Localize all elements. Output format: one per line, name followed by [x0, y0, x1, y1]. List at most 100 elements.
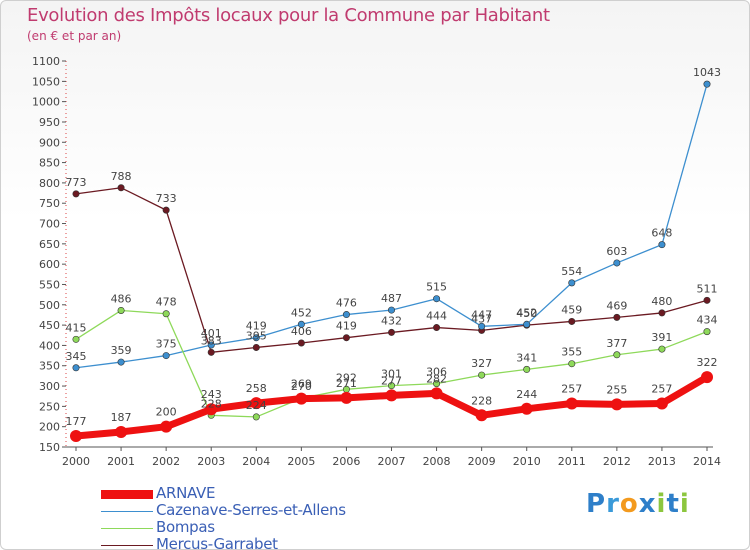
data-point	[565, 397, 578, 410]
data-point	[72, 335, 80, 343]
data-point	[568, 317, 576, 325]
chart-legend: ARNAVE Cazenave-Serres-et-Allens Bompas …	[101, 484, 401, 550]
data-point	[295, 392, 308, 405]
logo-letter: o	[619, 489, 639, 519]
data-label: 359	[111, 344, 132, 357]
data-point	[117, 184, 125, 192]
x-tick-label: 2012	[603, 455, 631, 468]
data-label: 476	[336, 297, 357, 310]
y-tick-label: 400	[39, 339, 60, 352]
data-label: 480	[651, 295, 672, 308]
data-label: 603	[606, 245, 627, 258]
data-label: 434	[697, 314, 718, 327]
data-label: 255	[606, 383, 627, 396]
y-tick-label: 250	[39, 400, 60, 413]
data-point	[117, 358, 125, 366]
x-tick-label: 2008	[423, 455, 451, 468]
data-label: 419	[246, 320, 267, 333]
x-tick-label: 2004	[242, 455, 270, 468]
data-label: 271	[336, 377, 357, 390]
data-label: 478	[156, 296, 177, 309]
data-label: 257	[561, 383, 582, 396]
y-tick-label: 300	[39, 380, 60, 393]
data-label: 327	[471, 357, 492, 370]
data-point	[520, 402, 533, 415]
legend-swatch-arnave	[101, 490, 153, 499]
x-tick-label: 2002	[152, 455, 180, 468]
data-label: 177	[66, 415, 87, 428]
data-label: 459	[561, 303, 582, 316]
data-point	[478, 322, 486, 330]
data-point	[340, 391, 353, 404]
data-label: 788	[111, 170, 132, 183]
y-tick-label: 700	[39, 218, 60, 231]
data-point	[701, 371, 713, 384]
data-point	[568, 360, 576, 368]
data-point	[613, 313, 621, 321]
data-label: 270	[291, 380, 312, 393]
data-label: 450	[516, 307, 537, 320]
data-point	[523, 365, 531, 373]
data-point	[433, 324, 441, 332]
legend-label-cazenave: Cazenave-Serres-et-Allens	[156, 501, 346, 519]
data-point	[387, 382, 395, 390]
data-point	[478, 371, 486, 379]
data-label: 277	[381, 374, 402, 387]
y-tick-label: 600	[39, 258, 60, 271]
data-point	[160, 420, 173, 433]
x-tick-label: 2011	[558, 455, 586, 468]
data-label: 383	[201, 334, 222, 347]
data-point	[433, 380, 441, 388]
data-point	[703, 296, 711, 304]
data-point	[72, 190, 80, 198]
data-label: 224	[246, 399, 267, 412]
y-tick-label: 200	[39, 421, 60, 434]
series-line-mercus-garrabet	[75, 187, 708, 353]
y-tick-label: 1050	[32, 75, 60, 88]
data-point	[387, 328, 395, 336]
data-label: 187	[111, 411, 132, 424]
data-label: 452	[291, 306, 312, 319]
data-label: 355	[561, 346, 582, 359]
data-point	[162, 206, 170, 214]
legend-swatch-mercus	[101, 545, 153, 546]
data-label: 437	[471, 312, 492, 325]
y-tick-label: 150	[39, 441, 60, 454]
y-tick-label: 650	[39, 238, 60, 251]
y-tick-label: 1000	[32, 96, 60, 109]
data-label: 444	[426, 310, 447, 323]
legend-item-bompas: Bompas	[101, 518, 401, 537]
legend-label-mercus: Mercus-Garrabet	[156, 535, 278, 550]
data-point	[658, 345, 666, 353]
data-point	[207, 348, 215, 356]
logo-letter: r	[606, 489, 620, 519]
data-point	[658, 309, 666, 317]
data-label: 391	[651, 331, 672, 344]
data-point	[610, 398, 623, 411]
legend-item-mercus: Mercus-Garrabet	[101, 535, 401, 550]
x-tick-label: 2006	[332, 455, 360, 468]
data-label: 244	[516, 388, 537, 401]
data-label: 345	[66, 350, 87, 363]
data-label: 773	[66, 176, 87, 189]
data-point	[523, 320, 531, 328]
x-tick-label: 2001	[107, 455, 135, 468]
data-label: 401	[201, 327, 222, 340]
data-label: 306	[426, 366, 447, 379]
y-tick-label: 900	[39, 136, 60, 149]
data-label: 292	[336, 371, 357, 384]
data-point	[613, 351, 621, 359]
line-chart: 150 200 250 300 350 400 450 500 550 600 650 700 750 8…	[32, 55, 721, 468]
logo-letter: P	[586, 489, 607, 519]
data-point	[430, 387, 443, 400]
data-label: 257	[651, 383, 672, 396]
data-point	[162, 352, 170, 360]
data-label: 322	[697, 356, 718, 369]
data-label: 375	[156, 338, 177, 351]
data-point	[70, 430, 82, 443]
y-tick-label: 450	[39, 319, 60, 332]
x-tick-label: 2003	[197, 455, 225, 468]
data-point	[72, 364, 80, 372]
data-point	[613, 259, 621, 267]
data-point	[655, 397, 668, 410]
